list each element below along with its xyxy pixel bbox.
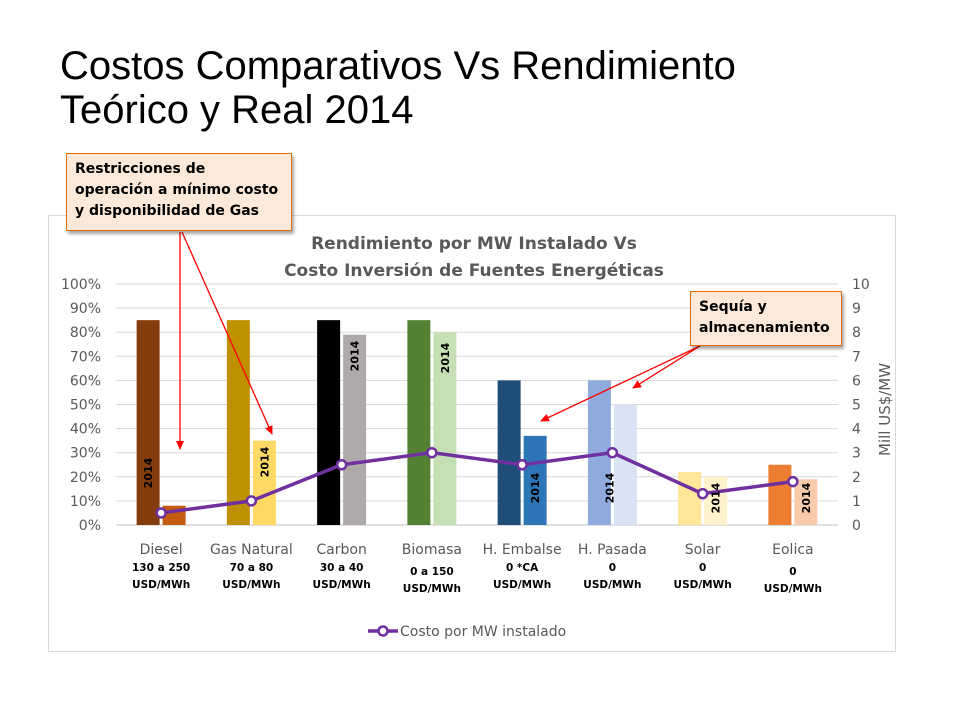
- x-category-label: Carbon: [316, 542, 366, 558]
- y-left-tick-label: 80%: [70, 325, 101, 341]
- line-point-1: [245, 495, 258, 507]
- x-cost-label: USD/MWh: [764, 583, 822, 595]
- x-category-label: Solar: [685, 542, 721, 558]
- bar-2014-3: [433, 332, 457, 525]
- x-cost-label: USD/MWh: [132, 579, 190, 591]
- y-right-tick-label: 3: [852, 446, 861, 462]
- y-right-tick-label: 0: [852, 518, 861, 534]
- line-costo-por-mw: [160, 450, 794, 515]
- y-left-tick-label: 50%: [70, 398, 101, 414]
- line-point-4: [516, 459, 528, 471]
- y-left-tick-label: 90%: [70, 301, 101, 317]
- y-left-tick-label: 100%: [61, 277, 101, 293]
- bar-label-2014: 2014: [439, 342, 452, 373]
- line-point-0: [155, 507, 167, 519]
- y-left-tick-label: 40%: [70, 422, 101, 438]
- x-cost-label: 30 a 40: [320, 562, 364, 574]
- slide-title-line2: Teórico y Real 2014: [60, 88, 414, 132]
- bar-theoretical-3: [407, 320, 431, 525]
- right-axis-label: Mill US$/MW: [876, 363, 894, 456]
- bar-theoretical-6: [678, 471, 702, 525]
- bar-label-2014: 2014: [529, 472, 542, 503]
- y-left-tick-label: 30%: [70, 446, 101, 462]
- slide-title-line1: Costos Comparativos Vs Rendimiento: [60, 44, 736, 88]
- x-cost-label: 70 a 80: [230, 562, 274, 574]
- bar-theoretical-2: [317, 320, 341, 525]
- y-left-tick-label: 60%: [70, 373, 101, 389]
- slide-title: Costos Comparativos Vs Rendimiento Teóri…: [60, 44, 920, 132]
- x-cost-label: USD/MWh: [313, 579, 371, 591]
- y-right-tick-label: 6: [852, 373, 861, 389]
- callout-arrow-3: [632, 345, 701, 389]
- x-cost-label: USD/MWh: [493, 579, 551, 591]
- y-left-tick-label: 0%: [79, 518, 101, 534]
- x-cost-label: 0: [609, 562, 616, 574]
- y-right-tick-label: 4: [852, 422, 861, 438]
- legend-label: Costo por MW instalado: [400, 624, 566, 640]
- x-cost-label: USD/MWh: [403, 583, 461, 595]
- bar-2014-1: [252, 440, 276, 525]
- chart-title-line2: Costo Inversión de Fuentes Energéticas: [284, 261, 664, 281]
- bar-2014-2: [343, 334, 367, 525]
- line-point-2: [335, 459, 348, 471]
- x-cost-label: USD/MWh: [674, 579, 732, 591]
- y-right-tick-label: 5: [852, 398, 861, 414]
- x-cost-label: 0 a 150: [410, 566, 454, 578]
- bar-label-2014: 2014: [800, 482, 813, 513]
- line-point-6: [696, 487, 709, 500]
- bar-theoretical-1: [226, 320, 250, 525]
- y-right-tick-label: 2: [852, 470, 861, 486]
- y-left-tick-label: 20%: [70, 470, 101, 486]
- x-category-label: Gas Natural: [210, 542, 293, 558]
- chart-frame: [48, 215, 896, 652]
- x-category-label: Diesel: [140, 542, 183, 558]
- bar-2014-5: [613, 404, 637, 525]
- y-right-tick-label: 8: [852, 325, 861, 341]
- y-left-tick-label: 10%: [70, 494, 101, 510]
- callout-gas: Restricciones de operación a mínimo cost…: [66, 153, 292, 231]
- callout-arrow-2: [540, 345, 701, 422]
- x-category-label: H. Pasada: [578, 542, 647, 558]
- x-cost-label: USD/MWh: [583, 579, 641, 591]
- x-category-label: Biomasa: [402, 542, 462, 558]
- x-cost-label: USD/MWh: [222, 579, 280, 591]
- callout-arrow-1: [181, 231, 273, 435]
- chart-title-line1: Rendimiento por MW Instalado Vs: [311, 234, 637, 254]
- y-left-tick-label: 70%: [70, 349, 101, 365]
- bar-2014-4: [523, 435, 547, 525]
- bar-label-2014: 2014: [710, 482, 723, 513]
- bar-label-2014: 2014: [603, 472, 616, 503]
- x-cost-label: 0 *CA: [506, 562, 539, 574]
- x-category-label: Eolica: [772, 542, 813, 558]
- bar-label-2014: 2014: [258, 446, 271, 477]
- bar-theoretical-4: [497, 380, 521, 525]
- line-point-5: [606, 446, 619, 459]
- legend-marker: [377, 625, 389, 637]
- line-point-7: [787, 475, 799, 488]
- bar-2014-7: [794, 479, 818, 525]
- bar-2014-6: [704, 476, 728, 525]
- bar-theoretical-0: [136, 320, 160, 525]
- bar-label-2014: 2014: [142, 457, 155, 488]
- x-cost-label: 130 a 250: [132, 562, 190, 574]
- x-cost-label: 0: [699, 562, 706, 574]
- y-right-tick-label: 1: [852, 494, 861, 510]
- y-right-tick-label: 7: [852, 349, 861, 365]
- bar-label-2014: 2014: [349, 340, 362, 371]
- line-point-3: [426, 446, 438, 459]
- bar-theoretical-7: [768, 464, 792, 525]
- y-right-tick-label: 10: [852, 277, 870, 293]
- x-category-label: H. Embalse: [483, 542, 562, 558]
- y-right-tick-label: 9: [852, 301, 861, 317]
- callout-drought: Sequía y almacenamiento: [690, 291, 842, 346]
- x-cost-label: 0: [789, 566, 796, 578]
